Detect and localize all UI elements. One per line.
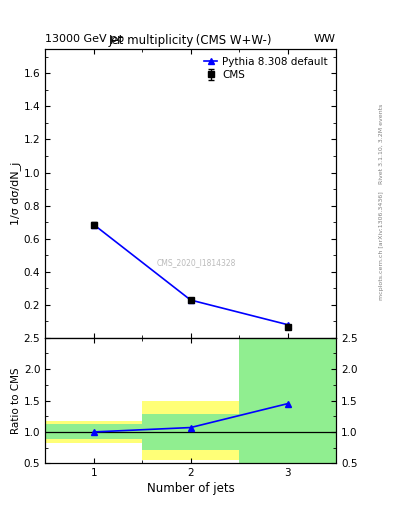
Legend: Pythia 8.308 default, CMS: Pythia 8.308 default, CMS (201, 54, 331, 83)
Title: Jet multiplicity (CMS W+W-): Jet multiplicity (CMS W+W-) (109, 34, 272, 48)
Text: mcplots.cern.ch [arXiv:1306.3436]: mcplots.cern.ch [arXiv:1306.3436] (379, 191, 384, 300)
Pythia 8.308 default (285, 322, 290, 328)
Pythia 8.308 default (188, 297, 193, 303)
Y-axis label: Ratio to CMS: Ratio to CMS (11, 367, 21, 434)
Text: Rivet 3.1.10, 3.2M events: Rivet 3.1.10, 3.2M events (379, 103, 384, 183)
Text: 13000 GeV pp: 13000 GeV pp (45, 33, 124, 44)
Y-axis label: 1/σ dσ/dN_j: 1/σ dσ/dN_j (10, 161, 21, 225)
Text: WW: WW (314, 33, 336, 44)
Text: CMS_2020_I1814328: CMS_2020_I1814328 (157, 258, 236, 267)
Pythia 8.308 default (91, 222, 96, 228)
X-axis label: Number of jets: Number of jets (147, 482, 235, 496)
Line: Pythia 8.308 default: Pythia 8.308 default (90, 221, 291, 328)
